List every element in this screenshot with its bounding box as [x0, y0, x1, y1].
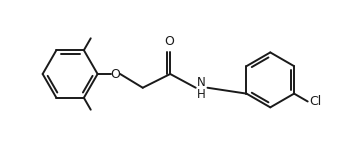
Text: N
H: N H: [197, 76, 206, 101]
Text: Cl: Cl: [310, 95, 322, 108]
Text: O: O: [164, 34, 174, 48]
Text: O: O: [110, 67, 120, 81]
